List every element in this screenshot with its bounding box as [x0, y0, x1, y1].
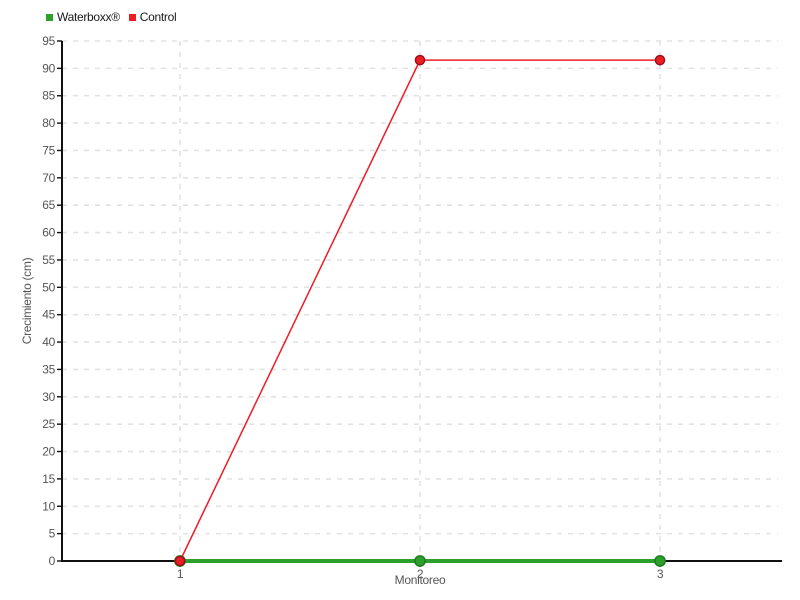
y-tick-label: 50	[42, 280, 55, 294]
y-tick-label: 85	[42, 89, 55, 103]
y-tick-label: 20	[42, 445, 55, 459]
legend-swatch-icon	[128, 13, 136, 21]
y-tick-label: 15	[42, 472, 55, 486]
y-tick-label: 0	[49, 554, 56, 568]
x-tick-label: 3	[657, 567, 664, 581]
legend-item-label: Control	[139, 10, 177, 24]
y-axis-title: Crecimiento (cm)	[20, 257, 34, 344]
data-point-control	[174, 555, 186, 567]
legend-swatch-icon	[46, 13, 53, 21]
y-tick-label: 5	[49, 527, 56, 541]
y-tick-label: 95	[42, 34, 55, 48]
y-tick-label: 80	[42, 116, 55, 130]
data-point-waterboxx	[414, 555, 426, 567]
x-tick-label: 1	[177, 567, 184, 581]
x-axis-title: Monitoreo	[395, 573, 446, 587]
y-tick-label: 90	[42, 61, 55, 75]
y-tick-label: 70	[42, 171, 55, 185]
y-tick-label: 60	[42, 226, 55, 240]
y-tick-label: 40	[42, 335, 55, 349]
y-tick-label: 75	[42, 143, 55, 157]
y-tick-label: 65	[42, 198, 55, 212]
x-tick-label: 2	[417, 567, 424, 581]
y-tick-label: 55	[42, 253, 55, 267]
data-point-control	[414, 54, 426, 66]
y-tick-label: 45	[42, 308, 55, 322]
data-point-control	[654, 54, 666, 66]
legend-item-label: Waterboxx®	[57, 10, 120, 24]
legend: Waterboxx® Control	[46, 10, 177, 24]
data-point-waterboxx	[654, 555, 666, 567]
y-tick-label: 10	[42, 499, 55, 513]
legend-item-waterboxx[interactable]: Waterboxx®	[46, 10, 120, 24]
y-tick-label: 25	[42, 417, 55, 431]
y-tick-label: 30	[42, 390, 55, 404]
legend-item-control[interactable]: Control	[128, 10, 177, 24]
y-tick-label: 35	[42, 362, 55, 376]
